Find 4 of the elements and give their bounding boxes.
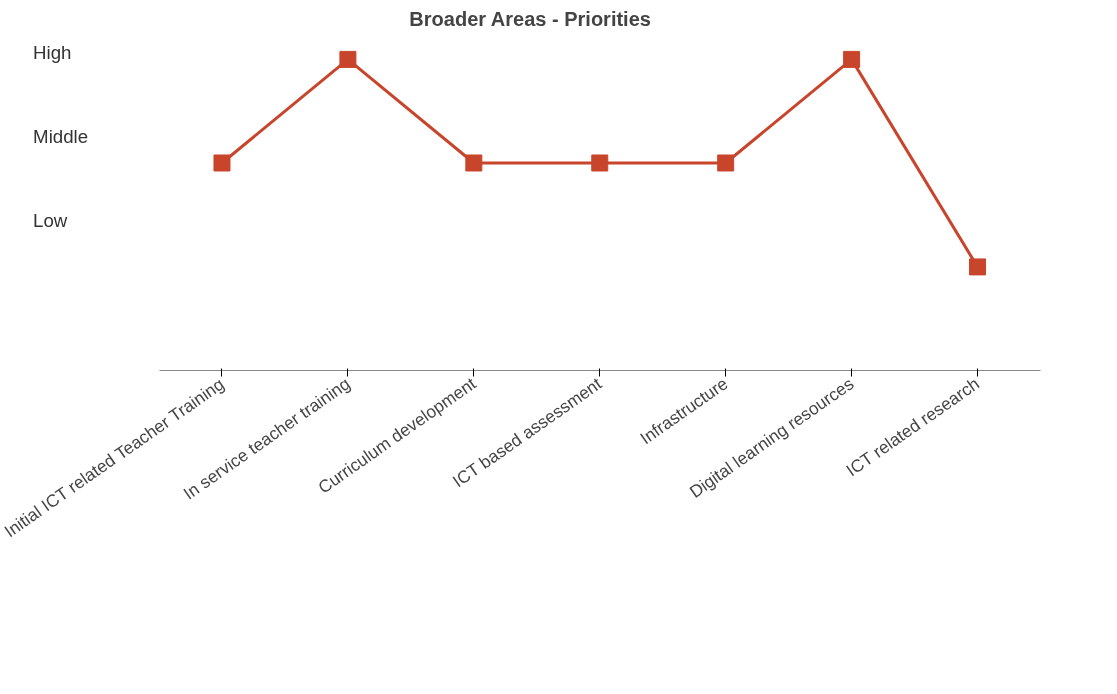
chart-title: Broader Areas - Priorities	[409, 7, 651, 30]
text: High	[33, 42, 72, 64]
text: Low	[33, 210, 68, 232]
text: Middle	[33, 126, 89, 148]
